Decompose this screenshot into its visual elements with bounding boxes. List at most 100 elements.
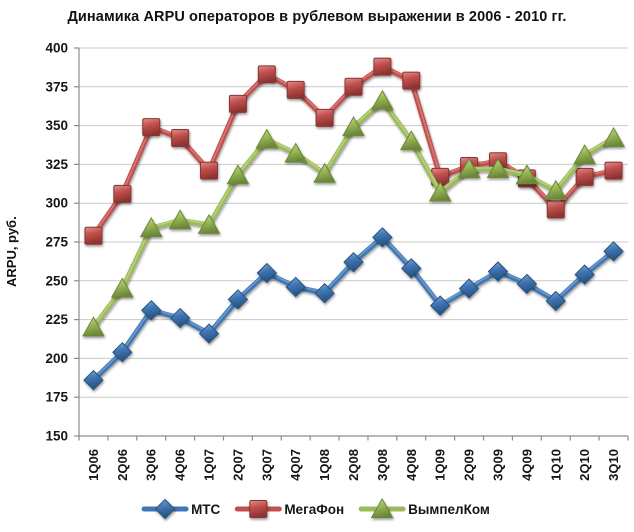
data-point-vympelkom-2q08 xyxy=(342,116,365,137)
series-vympelkom xyxy=(82,89,625,337)
data-point-vympelkom-3q09 xyxy=(486,158,510,179)
data-point-megafon-1q08 xyxy=(315,108,334,127)
data-point-megafon-3q07 xyxy=(257,65,276,84)
legend-item-mts: МТС xyxy=(141,498,221,520)
data-point-megafon-1q07 xyxy=(200,161,219,180)
x-tick-label: 3Q08 xyxy=(375,449,390,481)
x-tick-label: 3Q09 xyxy=(490,449,505,481)
data-point-mts-1q08 xyxy=(314,283,335,304)
data-point-mts-2q07 xyxy=(227,289,249,310)
data-point-megafon-1q06 xyxy=(84,226,103,245)
y-tick-label: 325 xyxy=(45,157,68,172)
data-point-mts-1q09 xyxy=(429,295,451,316)
x-tick-label: 4Q08 xyxy=(404,449,419,481)
y-tick-label: 175 xyxy=(45,390,68,405)
data-point-vympelkom-3q07 xyxy=(255,128,279,149)
y-tick-label: 150 xyxy=(45,429,68,444)
y-tick-labels: 400 375 350 325 300 275 250 225 200 175 150 xyxy=(45,41,68,444)
data-point-vympelkom-2q10 xyxy=(573,144,597,165)
legend-marker-megafon xyxy=(249,500,268,518)
y-tick-label: 300 xyxy=(45,196,68,211)
data-point-vympelkom-4q09 xyxy=(515,164,539,185)
data-point-megafon-3q06 xyxy=(142,118,161,137)
x-tick-label: 1Q10 xyxy=(548,449,563,481)
data-point-megafon-2q10 xyxy=(575,167,594,186)
legend-marker-vympelkom xyxy=(370,497,394,518)
data-point-megafon-1q10 xyxy=(546,200,565,219)
data-point-mts-2q10 xyxy=(574,264,595,285)
y-tick-label: 375 xyxy=(45,79,68,94)
gridlines-group xyxy=(79,47,628,437)
data-point-megafon-3q10 xyxy=(604,161,623,180)
chart-title: Динамика ARPU операторов в рублевом выра… xyxy=(67,9,567,25)
data-point-vympelkom-1q10 xyxy=(544,179,568,200)
data-point-mts-1q10 xyxy=(545,290,566,312)
data-point-vympelkom-2q06 xyxy=(110,277,134,298)
data-point-mts-3q06 xyxy=(141,300,162,321)
legend-item-vympelkom: ВымпелКом xyxy=(358,497,490,518)
series-mts xyxy=(83,227,624,391)
legend-label-vympelkom: ВымпелКом xyxy=(408,502,490,517)
data-point-vympelkom-3q06 xyxy=(139,217,163,238)
legend-label-megafon: МегаФон xyxy=(284,502,344,517)
x-tick-label: 1Q06 xyxy=(86,449,101,481)
x-tick-label: 4Q06 xyxy=(173,449,188,481)
data-point-mts-4q07 xyxy=(285,276,306,298)
x-tick-label: 4Q07 xyxy=(288,449,303,481)
x-tick-label: 1Q07 xyxy=(202,449,217,481)
x-tick-label: 2Q07 xyxy=(230,449,245,481)
data-point-mts-3q09 xyxy=(487,261,509,282)
data-point-mts-3q08 xyxy=(372,227,393,248)
y-tick-label: 200 xyxy=(45,351,68,366)
series-megafon xyxy=(84,57,623,245)
data-point-mts-2q06 xyxy=(112,341,133,363)
data-point-mts-3q10 xyxy=(603,241,624,262)
x-tick-label: 2Q06 xyxy=(115,449,130,481)
data-point-megafon-2q07 xyxy=(228,94,247,113)
data-point-vympelkom-3q08 xyxy=(371,89,394,110)
axes-group xyxy=(74,47,629,441)
data-point-megafon-2q08 xyxy=(344,77,363,96)
data-point-megafon-2q06 xyxy=(113,184,132,203)
data-point-mts-4q06 xyxy=(169,307,191,329)
x-tick-label: 3Q10 xyxy=(606,449,621,481)
x-tick-label: 1Q08 xyxy=(317,449,332,481)
data-point-vympelkom-4q08 xyxy=(399,130,423,151)
x-tick-label: 4Q09 xyxy=(519,449,534,481)
data-point-mts-4q08 xyxy=(401,258,422,279)
data-point-vympelkom-1q09 xyxy=(428,181,452,202)
x-tick-label: 1Q09 xyxy=(433,449,448,481)
data-point-vympelkom-4q06 xyxy=(168,209,192,230)
data-point-vympelkom-4q07 xyxy=(284,142,308,163)
data-point-vympelkom-1q08 xyxy=(313,162,336,183)
data-point-vympelkom-2q07 xyxy=(226,164,250,185)
legend-marker-mts xyxy=(154,498,176,520)
legend-item-megafon: МегаФон xyxy=(234,500,344,518)
data-point-vympelkom-1q07 xyxy=(197,213,221,234)
data-point-megafon-4q06 xyxy=(171,129,190,148)
y-tick-label: 275 xyxy=(45,235,68,250)
data-point-mts-3q07 xyxy=(256,262,278,284)
legend: МТС МегаФон ВымпелКом xyxy=(141,497,490,520)
x-tick-labels: 1Q06 2Q06 3Q06 4Q06 1Q07 2Q07 3Q07 4Q07 1Q08 2Q08… xyxy=(86,449,621,481)
x-tick-label: 3Q06 xyxy=(144,449,159,481)
x-tick-label: 2Q08 xyxy=(346,449,361,481)
data-point-megafon-4q08 xyxy=(402,71,421,90)
x-tick-label: 2Q10 xyxy=(577,449,592,481)
data-point-mts-2q08 xyxy=(343,251,364,273)
data-point-mts-2q09 xyxy=(458,278,480,299)
x-tick-label: 2Q09 xyxy=(462,449,477,481)
x-tick-label: 3Q07 xyxy=(259,449,274,481)
y-tick-label: 225 xyxy=(45,312,68,327)
data-point-megafon-3q08 xyxy=(373,57,392,76)
y-tick-label: 350 xyxy=(45,118,68,133)
data-point-vympelkom-2q09 xyxy=(457,158,481,179)
legend-label-mts: МТС xyxy=(191,502,220,517)
y-tick-label: 250 xyxy=(45,273,68,288)
data-point-mts-1q07 xyxy=(198,323,220,344)
data-point-mts-1q06 xyxy=(83,369,104,391)
data-point-megafon-4q07 xyxy=(286,80,305,99)
data-point-vympelkom-1q06 xyxy=(82,316,105,337)
